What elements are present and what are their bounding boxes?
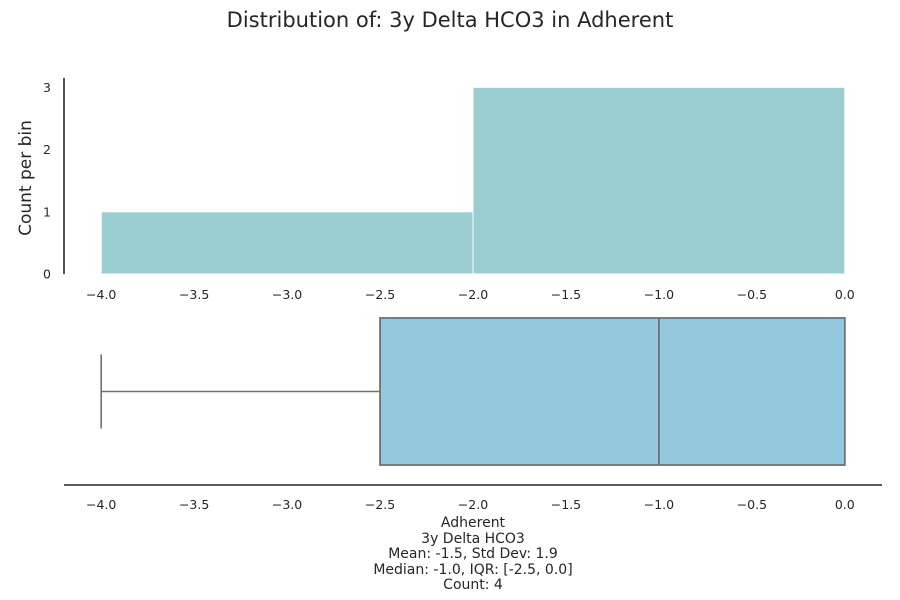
stats-median-iqr: Median: -1.0, IQR: [-2.5, 0.0] — [373, 561, 573, 578]
histogram-bar — [472, 86, 846, 275]
x-tick-label: −3.5 — [179, 287, 209, 302]
x-tick-label: −1.5 — [551, 287, 581, 302]
boxplot-box — [379, 317, 846, 466]
x-tick-label: −1.0 — [644, 287, 674, 302]
boxplot-panel: −4.0 −3.5 −3.0 −2.5 −2.0 −1.5 −1.0 −0.5 0.0 — [64, 317, 882, 512]
x-tick-label: −0.5 — [737, 287, 767, 302]
summary-stats: Adherent 3y Delta HCO3 Mean: -1.5, Std D… — [300, 515, 646, 594]
x-tick-label: −2.0 — [458, 497, 488, 512]
x-tick-label: −3.0 — [272, 497, 302, 512]
y-tick-label: 2 — [43, 142, 51, 157]
x-tick-label: −3.0 — [272, 287, 302, 302]
x-tick-label: 0.0 — [835, 497, 855, 512]
stats-mean-std: Mean: -1.5, Std Dev: 1.9 — [388, 546, 558, 562]
y-tick-label: 0 — [43, 267, 51, 282]
stats-group: Adherent — [440, 515, 506, 531]
y-tick-label: 1 — [43, 204, 51, 219]
x-tick-label: −1.0 — [644, 497, 674, 512]
x-tick-label: −4.0 — [86, 287, 116, 302]
histogram-bar — [100, 211, 474, 275]
stats-variable: 3y Delta HCO3 — [421, 530, 525, 547]
x-tick-label: −4.0 — [86, 497, 116, 512]
x-tick-label: −2.0 — [458, 287, 488, 302]
x-tick-label: −1.5 — [551, 497, 581, 512]
x-tick-label: 0.0 — [835, 287, 855, 302]
x-tick-label: −3.5 — [179, 497, 209, 512]
y-tick-label: 3 — [43, 80, 51, 95]
histogram-panel: 0 1 2 3 −4.0 −3.5 −3.0 −2.5 −2.0 −1.5 −1.0 −0.5 0.0 C… — [16, 78, 855, 302]
y-axis-label: Count per bin — [16, 120, 36, 236]
x-tick-label: −2.5 — [365, 287, 395, 302]
x-tick-label: −0.5 — [737, 497, 767, 512]
chart-title: Distribution of: 3y Delta HCO3 in Adhere… — [226, 8, 674, 32]
x-tick-label: −2.5 — [365, 497, 395, 512]
stats-count: Count: 4 — [443, 577, 503, 593]
